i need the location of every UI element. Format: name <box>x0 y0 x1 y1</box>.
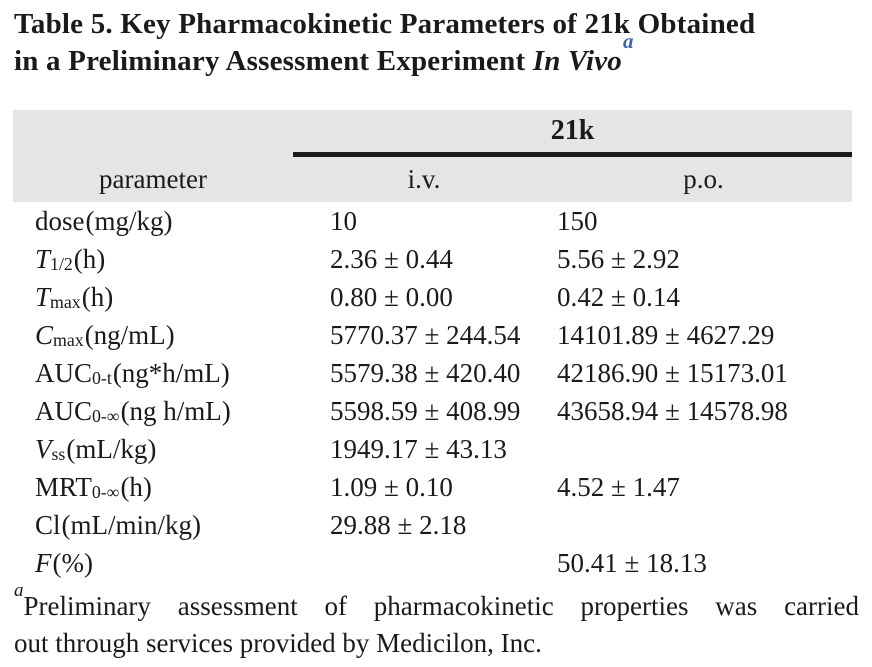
table-header: 21k parameter i.v. p.o. <box>13 110 852 202</box>
param-cell-t-half: T 1/2 (h) <box>35 243 106 274</box>
po-column-header: p.o. <box>683 164 724 194</box>
param-cell-auc0t: AUC 0-t (ng*h/mL) <box>35 357 230 388</box>
iv-value-cell: 29.88 ± 2.18 <box>330 509 467 540</box>
title-line2-italic: In Vivo <box>532 45 623 77</box>
iv-value-cell <box>293 544 555 582</box>
po-value-cell: 42186.90 ± 15173.01 <box>557 357 788 388</box>
table-body: dose (mg/kg) 10 150 T 1/2 (h) 2.36 ± 0.44… <box>13 202 852 582</box>
footnote-marker: a <box>14 579 24 601</box>
iv-value-cell: 5579.38 ± 420.40 <box>330 357 521 388</box>
footnote-line2: out through services provided by Medicil… <box>14 628 542 658</box>
footnote: aPreliminary assessment of pharmacokinet… <box>14 579 859 662</box>
po-value-cell: 150 <box>557 205 598 236</box>
po-value-cell: 4.52 ± 1.47 <box>557 471 680 502</box>
table-title: Table 5. Key Pharmacokinetic Parameters … <box>14 6 866 80</box>
iv-column-header: i.v. <box>407 164 441 194</box>
table-5: 21k parameter i.v. p.o. dose (mg/kg) 10 … <box>13 110 852 582</box>
footnote-line1: aPreliminary assessment of pharmacokinet… <box>14 579 859 621</box>
table-title-line2: in a Preliminary Assessment Experiment I… <box>14 30 866 80</box>
table-title-line1: Table 5. Key Pharmacokinetic Parameters … <box>14 8 756 40</box>
param-cell-dose: dose (mg/kg) <box>35 205 173 236</box>
param-cell-cl: Cl (mL/min/kg) <box>35 509 201 540</box>
param-cell-f: F (%) <box>35 547 93 578</box>
param-cell-auc0inf: AUC 0-∞ (ng h/mL) <box>35 395 231 426</box>
parameter-column-header: parameter <box>99 164 207 194</box>
param-cell-mrt: MRT 0-∞ (h) <box>35 471 152 502</box>
po-value-cell: 0.42 ± 0.14 <box>557 281 680 312</box>
po-value-cell <box>555 430 852 468</box>
po-value-cell: 50.41 ± 18.13 <box>557 547 707 578</box>
header-blank-cell <box>13 110 293 157</box>
title-footnote-marker: a <box>623 28 634 53</box>
po-value-cell: 43658.94 ± 14578.98 <box>557 395 788 426</box>
po-value-cell: 5.56 ± 2.92 <box>557 243 680 274</box>
po-value-cell <box>555 506 852 544</box>
title-line2-roman: in a Preliminary Assessment Experiment <box>14 45 533 77</box>
iv-value-cell: 0.80 ± 0.00 <box>330 281 453 312</box>
iv-value-cell: 2.36 ± 0.44 <box>330 243 453 274</box>
iv-value-cell: 1.09 ± 0.10 <box>330 471 453 502</box>
iv-value-cell: 5770.37 ± 244.54 <box>330 319 521 350</box>
iv-value-cell: 10 <box>330 205 357 236</box>
iv-value-cell: 5598.59 ± 408.99 <box>330 395 521 426</box>
compound-group-header: 21k <box>293 110 852 157</box>
po-value-cell: 14101.89 ± 4627.29 <box>557 319 775 350</box>
iv-value-cell: 1949.17 ± 43.13 <box>330 433 507 464</box>
